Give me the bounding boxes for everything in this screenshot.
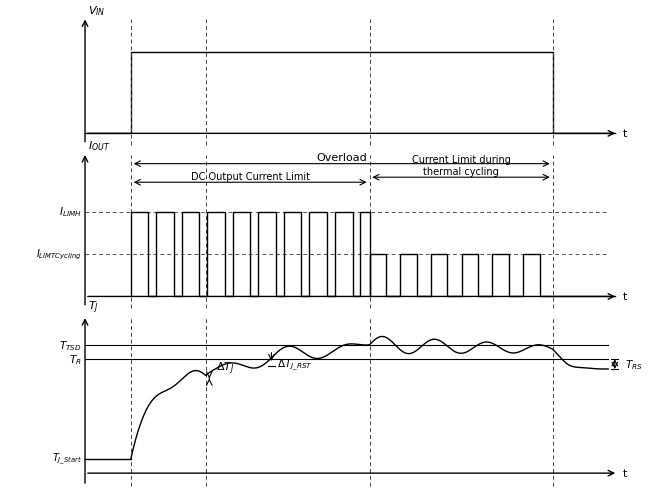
Text: $T_{J\_Start}$: $T_{J\_Start}$ [52, 451, 82, 466]
Text: $T_{J}$: $T_{J}$ [88, 299, 99, 316]
Text: $V_{IN}$: $V_{IN}$ [88, 4, 106, 18]
Text: $I_{LIMH}$: $I_{LIMH}$ [59, 205, 82, 219]
Text: $\Delta T_{J}$: $\Delta T_{J}$ [216, 360, 234, 376]
Text: t: t [623, 129, 627, 139]
Text: t: t [623, 468, 627, 478]
Text: $T_{R}$: $T_{R}$ [69, 353, 82, 366]
Text: Current Limit during
thermal cycling: Current Limit during thermal cycling [411, 155, 511, 176]
Text: $T_{TSD}$: $T_{TSD}$ [59, 338, 82, 352]
Text: $T_{RS}$: $T_{RS}$ [625, 358, 642, 371]
Text: DC Output Current Limit: DC Output Current Limit [191, 171, 309, 181]
Text: $I_{OUT}$: $I_{OUT}$ [88, 139, 111, 153]
Text: $\Delta T_{J\_RST}$: $\Delta T_{J\_RST}$ [277, 357, 313, 372]
Text: $I_{LIMTCycling}$: $I_{LIMTCycling}$ [36, 247, 82, 262]
Text: t: t [623, 292, 627, 302]
Text: Overload: Overload [317, 152, 367, 162]
